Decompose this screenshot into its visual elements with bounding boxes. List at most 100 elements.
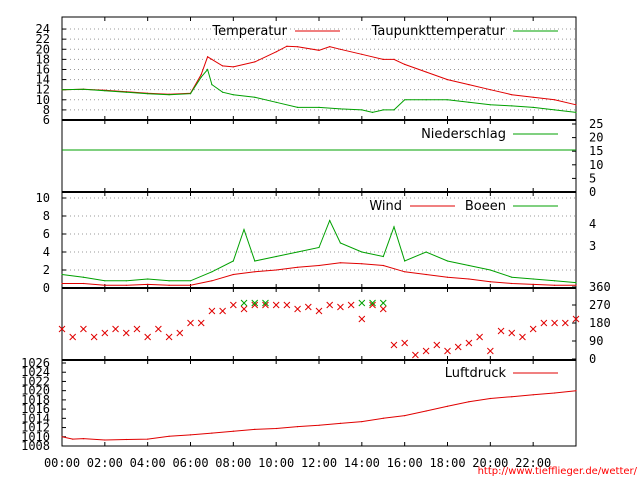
x-tick-label: 14:00 <box>344 456 380 470</box>
y-tick-label: 360 <box>589 280 611 294</box>
y-tick-label-right: 4 <box>589 217 596 231</box>
legend-label: Taupunkttemperatur <box>371 24 506 39</box>
data-point <box>254 428 256 430</box>
data-point <box>254 271 256 273</box>
wind-direction-point <box>358 315 366 323</box>
data-point <box>511 94 513 96</box>
wind-direction-point <box>551 319 558 327</box>
data-point <box>168 94 170 96</box>
data-point <box>168 280 170 282</box>
y-tick-label: 1014 <box>21 411 50 425</box>
data-point <box>147 278 149 280</box>
data-point <box>61 273 63 276</box>
y-tick-label: 10 <box>36 191 50 205</box>
data-point <box>286 45 288 47</box>
wind-direction-point <box>486 347 494 355</box>
data-point <box>361 251 363 253</box>
wind-direction-point <box>69 333 77 341</box>
wind-direction-point <box>433 341 441 349</box>
legend-label: Wind <box>369 199 402 214</box>
data-point <box>468 84 470 86</box>
data-point <box>318 49 320 51</box>
data-point <box>200 73 202 76</box>
data-point <box>554 109 556 111</box>
wind-direction-point <box>240 299 248 307</box>
wind-direction-point <box>390 341 398 349</box>
wind-direction-point <box>369 301 376 309</box>
y-tick-label: 15 <box>589 144 603 158</box>
series-line-temperature-1 <box>61 68 577 113</box>
data-point <box>61 89 63 91</box>
wind-direction-point <box>80 325 87 333</box>
wind-direction-point <box>347 301 355 309</box>
wind-direction-point <box>144 333 152 341</box>
data-point <box>554 284 556 286</box>
data-point <box>61 436 63 438</box>
y-tick-label: 0 <box>589 352 596 366</box>
wind-direction-point <box>294 305 301 313</box>
data-point <box>125 284 127 286</box>
data-point <box>532 394 534 396</box>
y-tick-label: 90 <box>589 334 603 348</box>
grid-lines <box>62 28 576 271</box>
data-point <box>425 273 427 276</box>
wind-direction-point <box>251 299 259 307</box>
wind-direction-point <box>112 325 119 333</box>
data-point <box>329 219 331 222</box>
x-tick-label: 20:00 <box>472 456 508 470</box>
legend-label: Boeen <box>465 199 506 214</box>
source-url: http://www.tiefflieger.de/wetter/ <box>478 466 638 477</box>
wind-direction-point <box>262 301 269 309</box>
data-point <box>489 104 491 106</box>
data-point <box>82 276 84 278</box>
legend-label: Luftdruck <box>445 366 507 381</box>
x-tick-label: 02:00 <box>87 456 123 470</box>
y-tick-label: 6 <box>43 227 50 241</box>
wind-direction-point <box>272 301 280 309</box>
y-tick-label: 20 <box>36 42 50 56</box>
y-tick-label: 1024 <box>21 365 50 379</box>
data-point <box>211 280 213 282</box>
wind-direction-point <box>262 299 269 307</box>
x-tick-label: 16:00 <box>387 456 423 470</box>
panel-frame-wind_direction <box>61 287 577 361</box>
data-point <box>82 88 84 90</box>
series-line-temperature-0 <box>61 45 577 106</box>
data-point <box>339 422 341 424</box>
y-tick-label: 0 <box>43 281 50 295</box>
wind-direction-point <box>187 319 194 327</box>
wind-direction-point <box>101 329 109 337</box>
series-line-wind-0 <box>62 262 576 286</box>
x-tick-label: 04:00 <box>130 456 166 470</box>
wind-direction-point <box>476 333 483 341</box>
data-point <box>393 226 395 228</box>
data-point <box>189 284 192 286</box>
data-point <box>61 282 63 285</box>
data-point <box>489 89 491 91</box>
legend-label: Niederschlag <box>421 127 506 142</box>
data-point <box>318 106 320 108</box>
wind-direction-point <box>497 327 505 335</box>
data-point <box>361 263 363 265</box>
data-point <box>232 260 234 262</box>
data-point <box>404 63 406 65</box>
data-point <box>425 71 427 73</box>
data-point <box>275 101 277 103</box>
data-point <box>554 280 556 282</box>
wind-direction-point <box>208 307 216 315</box>
x-tick-label: 12:00 <box>301 456 337 470</box>
series-line-wind-1 <box>61 219 577 284</box>
data-point <box>275 255 277 258</box>
y-tick-label: 1018 <box>21 393 50 407</box>
data-point <box>168 435 170 437</box>
wind-direction-point <box>401 339 409 347</box>
data-point <box>125 438 127 441</box>
y-tick-label: 10 <box>36 93 50 107</box>
data-point <box>511 396 513 398</box>
data-point <box>382 417 384 419</box>
data-point <box>532 106 534 108</box>
data-point <box>104 284 106 286</box>
data-point <box>425 251 427 253</box>
wind-direction-point <box>58 325 66 333</box>
y-tick-label: 22 <box>36 32 50 46</box>
